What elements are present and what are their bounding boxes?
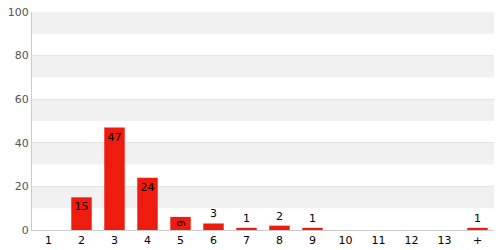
svg-text:6: 6	[210, 234, 217, 247]
svg-text:3: 3	[111, 234, 118, 247]
svg-text:11: 11	[372, 234, 386, 247]
svg-text:1: 1	[309, 212, 316, 225]
svg-text:15: 15	[75, 200, 89, 213]
svg-text:1: 1	[243, 212, 250, 225]
svg-text:13: 13	[438, 234, 452, 247]
svg-text:60: 60	[15, 93, 29, 106]
svg-text:0: 0	[22, 224, 29, 237]
svg-text:+: +	[473, 234, 482, 247]
svg-text:80: 80	[15, 49, 29, 62]
svg-text:3: 3	[210, 207, 217, 220]
svg-text:12: 12	[405, 234, 419, 247]
svg-text:10: 10	[339, 234, 353, 247]
svg-text:20: 20	[15, 180, 29, 193]
svg-text:9: 9	[309, 234, 316, 247]
svg-text:40: 40	[15, 137, 29, 150]
svg-text:1: 1	[474, 212, 481, 225]
svg-text:8: 8	[276, 234, 283, 247]
svg-text:24: 24	[141, 181, 155, 194]
svg-text:2: 2	[78, 234, 85, 247]
svg-text:2: 2	[276, 210, 283, 223]
svg-text:47: 47	[108, 131, 122, 144]
svg-text:6: 6	[174, 220, 187, 227]
svg-text:7: 7	[243, 234, 250, 247]
svg-text:1: 1	[45, 234, 52, 247]
svg-text:100: 100	[8, 6, 29, 19]
svg-text:4: 4	[144, 234, 151, 247]
svg-text:5: 5	[177, 234, 184, 247]
